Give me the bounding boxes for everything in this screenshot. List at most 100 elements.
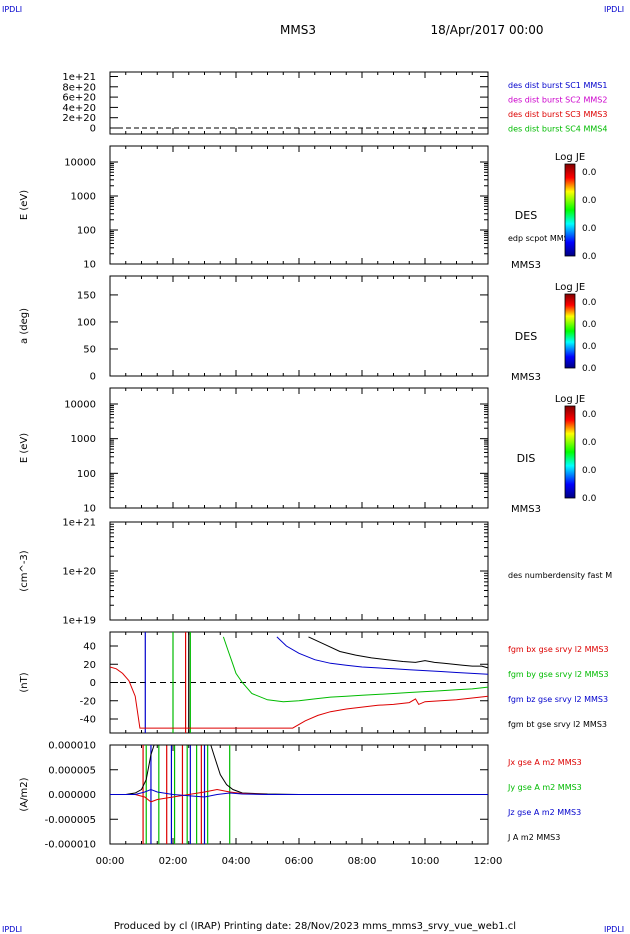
y-tick-label: 50: [83, 344, 96, 355]
data-series-line: [110, 666, 488, 729]
panel-p3: 150 100 50 0 a (deg) DES MMS3 Log JE 0.0 0.0 0.0 0.…: [19, 275, 597, 383]
y-tick-label: 10: [83, 260, 96, 271]
y-tick-label: 4e+20: [62, 103, 96, 114]
y-tick-label: 0.000010: [48, 741, 96, 752]
colorbar-tick-label: 0.0: [582, 168, 597, 178]
legend-entry: Jz gse A m2 MMS3: [507, 808, 581, 817]
y-tick-label: -20: [80, 696, 96, 707]
y-tick-label: 20: [83, 660, 96, 671]
spacecraft-label: MMS3: [511, 260, 541, 271]
x-tick-label: 04:00: [222, 856, 251, 867]
panel-frame: [109, 275, 489, 377]
data-series-line: [110, 788, 488, 798]
panel-p2: 10000 1000 100 10 E (eV) DES MMS3 edp scpot MMS…: [19, 145, 597, 271]
corner-mark-bottom-left: IPDLI: [2, 925, 22, 934]
x-tick-label: 02:00: [159, 856, 188, 867]
x-tick-label: 10:00: [411, 856, 440, 867]
colorbar-title: Log JE: [555, 394, 585, 405]
y-tick-label: 1e+21: [62, 72, 96, 83]
y-tick-label: 150: [77, 290, 96, 301]
panel-frame: [109, 521, 489, 621]
y-tick-label: 40: [83, 642, 96, 653]
panel-p6: 40 20 0 -20 -40 (nT) fgm bx gse srvy l2 MMS3 fg…: [19, 631, 609, 734]
legend-entry: des dist burst SC1 MMS1: [508, 81, 607, 90]
colorbar-tick-label: 0.0: [582, 410, 597, 420]
panel-frame: [109, 145, 489, 265]
colorbar-tick-label: 0.0: [582, 196, 597, 206]
legend-entry: fgm bx gse srvy l2 MMS3: [508, 645, 609, 654]
legend-entry: fgm bz gse srvy l2 MMS3: [508, 695, 608, 704]
data-series-line: [222, 636, 488, 703]
data-series-line: [276, 636, 488, 675]
instrument-label: DES: [515, 330, 537, 343]
y-tick-label: 2e+20: [62, 113, 96, 124]
x-tick-label: 12:00: [474, 856, 503, 867]
legend-entry: des numberdensity fast M: [508, 571, 612, 580]
y-tick-label: 6e+20: [62, 93, 96, 104]
colorbar: [564, 293, 576, 369]
y-axis-label: E (eV): [19, 433, 30, 463]
y-tick-label: 100: [77, 226, 96, 237]
corner-mark-bottom-right: IPDLI: [604, 925, 624, 934]
y-tick-label: 10: [83, 504, 96, 515]
x-tick-label: 06:00: [285, 856, 314, 867]
x-tick-label: 00:00: [96, 856, 125, 867]
colorbar-tick-label: 0.0: [582, 298, 597, 308]
footer-info: Produced by cl (IRAP) Printing date: 28/…: [114, 921, 516, 932]
colorbar-tick-label: 0.0: [582, 224, 597, 234]
legend-entry: Jx gse A m2 MMS3: [507, 758, 582, 767]
y-tick-label: 1e+21: [62, 518, 96, 529]
y-tick-label: 1e+19: [62, 616, 96, 627]
figure-title: MMS3: [280, 23, 316, 37]
y-tick-label: 10000: [64, 158, 96, 169]
y-tick-label: 0.000000: [48, 790, 96, 801]
legend-entry: fgm by gse srvy l2 MMS3: [508, 670, 609, 679]
y-tick-label: 8e+20: [62, 82, 96, 93]
y-tick-label: -40: [80, 715, 96, 726]
data-series-line: [308, 636, 488, 669]
legend-entry: fgm bt gse srvy l2 MMS3: [508, 720, 607, 729]
panel-p4: 10000 1000 100 10 E (eV) DIS MMS3 Log JE 0.0 0.0 0…: [19, 387, 597, 515]
y-tick-label: 10000: [64, 400, 96, 411]
y-axis-label: a (deg): [19, 308, 30, 344]
instrument-label: DIS: [517, 452, 536, 465]
legend-entry: des dist burst SC3 MMS3: [508, 110, 607, 119]
y-axis-label: (cm^-3): [19, 550, 30, 591]
y-tick-label: 100: [77, 317, 96, 328]
corner-mark-top-right: IPDLI: [604, 5, 624, 14]
colorbar-tick-label: 0.0: [582, 342, 597, 352]
y-tick-label: 0: [90, 678, 96, 689]
spacecraft-label: MMS3: [511, 504, 541, 515]
colorbar-tick-label: 0.0: [582, 466, 597, 476]
colorbar-tick-label: 0.0: [582, 320, 597, 330]
figure-date: 18/Apr/2017 00:00: [430, 23, 543, 37]
colorbar: [564, 163, 576, 257]
colorbar: [564, 405, 576, 499]
y-tick-label: 0.000005: [48, 765, 96, 776]
legend-entry: Jy gse A m2 MMS3: [507, 783, 582, 792]
y-axis-label: (A/m2): [19, 777, 30, 811]
spacecraft-label: MMS3: [511, 372, 541, 383]
panel-p5: 1e+21 1e+20 1e+19 (cm^-3) des numberdensity …: [19, 518, 612, 627]
legend-entry: des dist burst SC4 MMS4: [508, 125, 607, 134]
colorbar-tick-label: 0.0: [582, 252, 597, 262]
x-tick-label: 08:00: [348, 856, 377, 867]
panel-p7: 0.000010 0.000005 0.000000 -0.000005 -0.0000…: [19, 741, 582, 868]
y-tick-label: 1000: [71, 192, 96, 203]
colorbar-title: Log JE: [555, 282, 585, 293]
y-tick-label: 0: [90, 124, 96, 135]
colorbar-tick-label: 0.0: [582, 494, 597, 504]
instrument-label: DES: [515, 209, 537, 222]
overlay-label: edp scpot MMS3: [508, 234, 574, 243]
panel-frame: [109, 387, 489, 509]
colorbar-tick-label: 0.0: [582, 438, 597, 448]
y-tick-label: 1e+20: [62, 567, 96, 578]
y-tick-label: -0.000005: [45, 815, 96, 826]
colorbar-title: Log JE: [555, 152, 585, 163]
y-tick-label: -0.000010: [45, 840, 96, 851]
legend-entry: des dist burst SC2 MMS2: [508, 96, 607, 105]
panel-frame: [109, 71, 489, 135]
